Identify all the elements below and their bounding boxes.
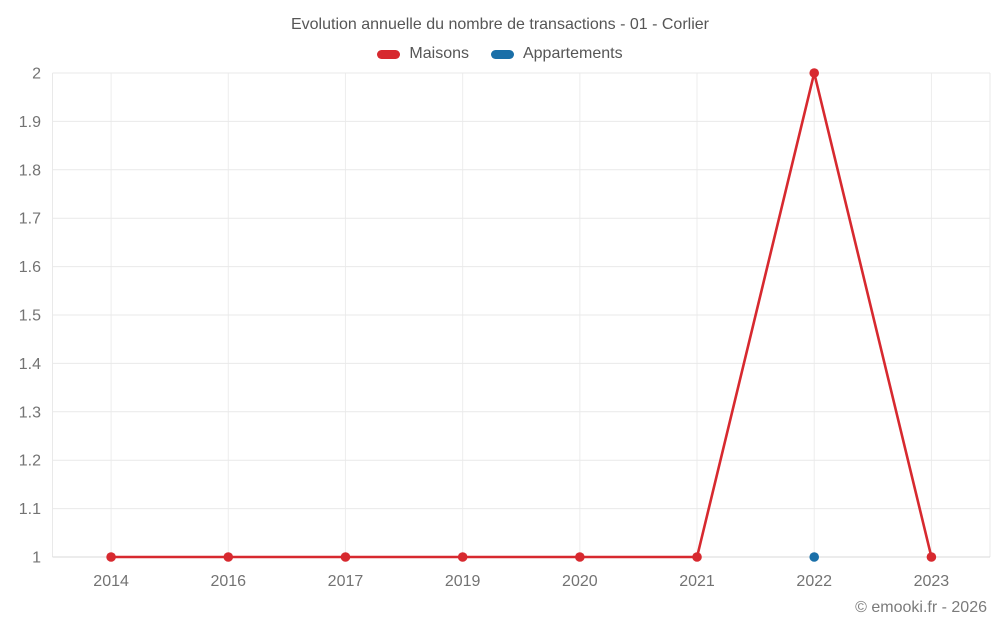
y-axis-tick-label: 1.2 [19,453,41,470]
x-axis-tick-label: 2014 [93,573,129,590]
legend-label-appartements: Appartements [522,45,623,62]
y-axis-tick-label: 1 [32,550,41,567]
legend-item-maisons[interactable]: Maisons [377,45,469,63]
chart-title: Evolution annuelle du nombre de transact… [290,16,709,33]
y-axis-tick-label: 1.4 [19,356,41,373]
data-point-maisons-2020[interactable] [575,552,585,562]
legend-swatch-maisons [377,49,401,59]
x-axis-tick-label: 2021 [679,573,715,590]
data-point-maisons-2014[interactable] [106,552,116,562]
y-axis-tick-label: 1.3 [19,404,41,421]
x-axis-tick-label: 2019 [445,573,481,590]
x-axis-tick-label: 2022 [796,573,832,590]
data-point-maisons-2016[interactable] [223,552,234,562]
watermark: © emooki.fr - 2026 [855,599,987,616]
x-axis-tick-label: 2017 [328,573,364,590]
y-axis-tick-label: 1.6 [19,259,41,276]
y-axis-tick-label: 1.5 [19,308,41,325]
data-point-maisons-2021[interactable] [692,552,702,562]
legend-swatch-appartements [490,49,514,59]
x-axis-tick-label: 2023 [914,573,950,590]
series-line-maisons [109,71,933,559]
y-axis-tick-label: 1.8 [19,162,41,179]
y-axis-tick-label: 1.9 [19,114,41,131]
data-point-maisons-2017[interactable] [340,552,351,562]
data-point-appartements-2022[interactable] [809,552,820,562]
x-axis-tick-label: 2020 [562,573,598,590]
data-point-maisons-2019[interactable] [457,552,468,562]
legend: Maisons Appartements [0,45,1000,63]
data-point-maisons-2022[interactable] [809,68,820,78]
x-axis-tick-label: 2016 [210,573,246,590]
y-axis-tick-label: 2 [32,66,41,83]
legend-item-appartements[interactable]: Appartements [490,45,623,63]
y-axis-tick-label: 1.1 [19,501,41,518]
legend-label-maisons: Maisons [409,45,469,62]
y-axis-tick-label: 1.7 [19,211,41,228]
data-point-maisons-2023[interactable] [926,552,937,562]
